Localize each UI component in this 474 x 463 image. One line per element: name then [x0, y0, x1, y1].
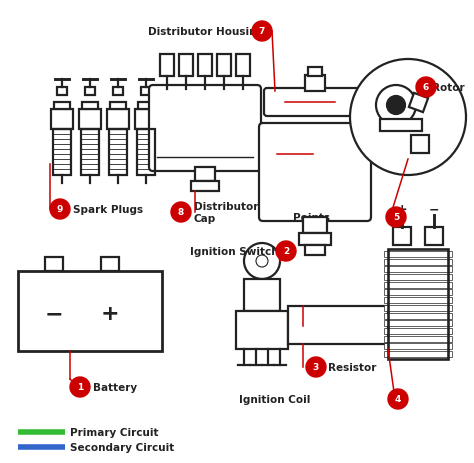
Bar — [79, 110, 101, 130]
Bar — [141, 88, 151, 96]
Circle shape — [388, 389, 408, 409]
FancyBboxPatch shape — [149, 86, 261, 172]
Bar — [236, 55, 250, 77]
Text: 2: 2 — [283, 247, 289, 256]
Bar — [53, 130, 71, 175]
Circle shape — [50, 200, 70, 219]
Circle shape — [256, 256, 268, 268]
Circle shape — [416, 78, 436, 98]
Bar — [160, 55, 174, 77]
Bar — [305, 76, 325, 92]
Bar — [85, 88, 95, 96]
Bar — [135, 110, 157, 130]
Bar — [384, 290, 452, 296]
Bar — [384, 336, 452, 342]
Bar — [299, 233, 331, 245]
Bar — [384, 320, 452, 326]
Bar — [244, 279, 280, 311]
Text: 1: 1 — [77, 383, 83, 392]
Circle shape — [244, 244, 280, 279]
Bar — [113, 88, 123, 96]
Text: Points: Points — [293, 213, 330, 223]
Bar — [308, 68, 322, 77]
Bar — [393, 227, 411, 245]
Circle shape — [350, 60, 466, 175]
Bar — [51, 110, 73, 130]
Circle shape — [306, 357, 326, 377]
Bar — [384, 267, 452, 273]
Bar — [107, 110, 129, 130]
Text: −: − — [429, 203, 439, 216]
Text: 3: 3 — [313, 363, 319, 372]
Bar — [384, 351, 452, 357]
Bar — [384, 305, 452, 311]
Circle shape — [171, 203, 191, 223]
Bar — [384, 298, 452, 304]
Bar — [411, 136, 429, 154]
Bar — [81, 130, 99, 175]
Bar — [57, 88, 67, 96]
Text: 9: 9 — [57, 205, 63, 214]
Bar — [384, 282, 452, 288]
Circle shape — [376, 86, 416, 126]
Text: 7: 7 — [259, 27, 265, 37]
Text: Distributor
Cap: Distributor Cap — [194, 202, 258, 223]
Bar — [388, 250, 448, 359]
Text: 6: 6 — [423, 83, 429, 92]
Bar — [137, 130, 155, 175]
Bar — [101, 257, 119, 271]
Circle shape — [252, 22, 272, 42]
Bar — [384, 344, 452, 350]
Bar — [54, 103, 70, 110]
Text: Ignition Coil: Ignition Coil — [238, 394, 310, 404]
Bar — [191, 181, 219, 192]
Bar — [384, 275, 452, 281]
Circle shape — [276, 242, 296, 262]
Bar — [179, 55, 193, 77]
Text: Resistor: Resistor — [328, 362, 376, 372]
Text: Spark Plugs: Spark Plugs — [73, 205, 143, 214]
Text: Rotor: Rotor — [432, 83, 465, 93]
Bar — [198, 55, 212, 77]
Bar — [82, 103, 98, 110]
Text: Distributor Housing: Distributor Housing — [148, 27, 264, 37]
Bar — [195, 168, 215, 181]
Bar — [217, 55, 231, 77]
Text: +: + — [100, 303, 119, 323]
Bar — [380, 120, 422, 131]
Text: 5: 5 — [393, 213, 399, 222]
Bar — [384, 251, 452, 257]
Bar — [18, 271, 162, 351]
Text: 4: 4 — [395, 394, 401, 404]
Text: Battery: Battery — [93, 382, 137, 392]
Bar — [288, 307, 388, 344]
Bar — [303, 218, 327, 233]
Bar — [384, 313, 452, 319]
Bar — [109, 130, 127, 175]
Bar — [138, 103, 154, 110]
Bar — [305, 245, 325, 256]
Bar — [236, 311, 288, 349]
Bar — [110, 103, 126, 110]
FancyBboxPatch shape — [259, 124, 371, 221]
Text: Secondary Circuit: Secondary Circuit — [70, 442, 174, 452]
Text: Primary Circuit: Primary Circuit — [70, 427, 158, 437]
Text: 8: 8 — [178, 208, 184, 217]
Bar — [384, 259, 452, 265]
Text: Ignition Switch: Ignition Switch — [190, 246, 279, 257]
FancyBboxPatch shape — [264, 89, 366, 117]
Bar — [409, 94, 428, 113]
Bar — [384, 328, 452, 334]
Text: +: + — [397, 203, 407, 216]
Circle shape — [70, 377, 90, 397]
Circle shape — [386, 207, 406, 227]
Circle shape — [387, 97, 405, 115]
Bar — [45, 257, 63, 271]
Bar — [425, 227, 443, 245]
Text: −: − — [45, 303, 64, 323]
